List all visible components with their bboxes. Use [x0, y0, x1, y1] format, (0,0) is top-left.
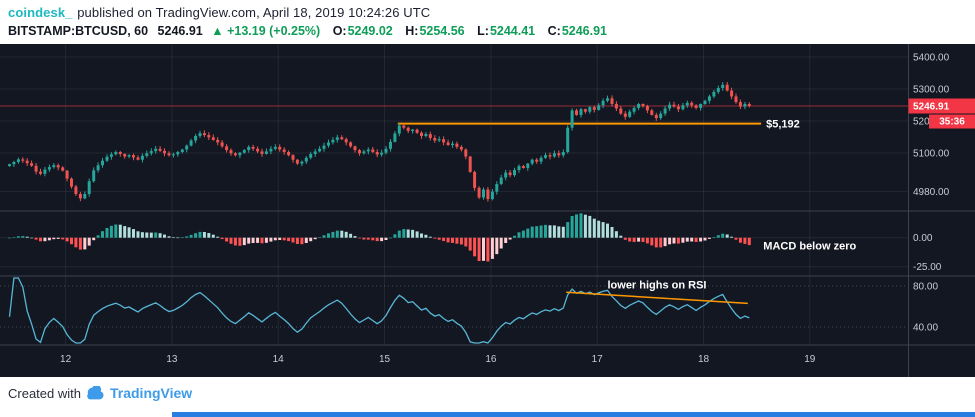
- svg-text:35:36: 35:36: [939, 117, 965, 128]
- price-change: ▲ +13.19 (+0.25%): [211, 24, 320, 38]
- tradingview-logo-icon: [87, 386, 104, 400]
- tradingview-brand: TradingView: [109, 385, 193, 401]
- svg-text:40.00: 40.00: [913, 323, 938, 334]
- countdown-badge: 35:36: [929, 114, 975, 129]
- header: coindesk_ published on TradingView.com, …: [0, 0, 975, 44]
- price-axis[interactable]: 5400.005300.005100.004980.005200.000.00-…: [913, 53, 950, 334]
- support-line-label: $5,192: [766, 119, 800, 131]
- svg-text:13: 13: [166, 354, 178, 365]
- svg-text:4980.00: 4980.00: [913, 187, 950, 198]
- svg-text:0.00: 0.00: [913, 233, 933, 244]
- change-value: +13.19 (+0.25%): [227, 24, 321, 38]
- ohlc-high: H:5254.56: [405, 24, 465, 38]
- chart-canvas[interactable]: $5,192 MACD below zero lower highs on RSI 5…: [0, 44, 975, 377]
- svg-text:19: 19: [804, 354, 816, 365]
- chart-area: $5,192 MACD below zero lower highs on RSI 5…: [0, 44, 975, 377]
- time-axis[interactable]: 12 13 14 15 16 17 18 19: [60, 354, 816, 365]
- svg-text:5400.00: 5400.00: [913, 53, 950, 64]
- symbol-interval[interactable]: BITSTAMP:BTCUSD, 60: [8, 24, 149, 38]
- macd-annotation: MACD below zero: [763, 240, 856, 252]
- ohlc-low: L:5244.41: [477, 24, 536, 38]
- svg-text:12: 12: [60, 354, 72, 365]
- svg-text:-25.00: -25.00: [913, 262, 942, 273]
- candles: [8, 82, 751, 202]
- author-link[interactable]: coindesk_: [8, 5, 73, 20]
- svg-text:18: 18: [698, 354, 710, 365]
- publish-text: published on TradingView.com, April 18, …: [73, 5, 431, 20]
- created-with-label: Created with: [8, 385, 81, 401]
- svg-text:5100.00: 5100.00: [913, 149, 950, 160]
- publish-info: coindesk_ published on TradingView.com, …: [8, 5, 975, 20]
- legend: BITSTAMP:BTCUSD, 60 5246.91 ▲ +13.19 (+0…: [8, 24, 975, 38]
- ohlc-open: O:5249.02: [332, 24, 393, 38]
- svg-text:16: 16: [485, 354, 497, 365]
- svg-text:15: 15: [379, 354, 391, 365]
- svg-text:80.00: 80.00: [913, 282, 938, 293]
- current-price-badge: 5246.91: [908, 98, 975, 114]
- tradingview-link[interactable]: TradingView: [87, 385, 192, 401]
- ohlc-close: C:5246.91: [547, 24, 607, 38]
- rsi-divergence-trendline[interactable]: [566, 291, 748, 305]
- svg-text:14: 14: [273, 354, 285, 365]
- footer: Created with TradingView: [8, 383, 192, 403]
- svg-text:5300.00: 5300.00: [913, 85, 950, 96]
- svg-text:5246.91: 5246.91: [913, 102, 950, 113]
- last-price: 5246.91: [157, 24, 203, 38]
- macd-histogram: [8, 213, 751, 262]
- bottom-accent-bar: [172, 412, 975, 417]
- up-arrow-icon: ▲: [211, 24, 224, 38]
- svg-text:17: 17: [592, 354, 604, 365]
- rsi-line: [8, 277, 750, 344]
- rsi-annotation: lower highs on RSI: [607, 280, 706, 292]
